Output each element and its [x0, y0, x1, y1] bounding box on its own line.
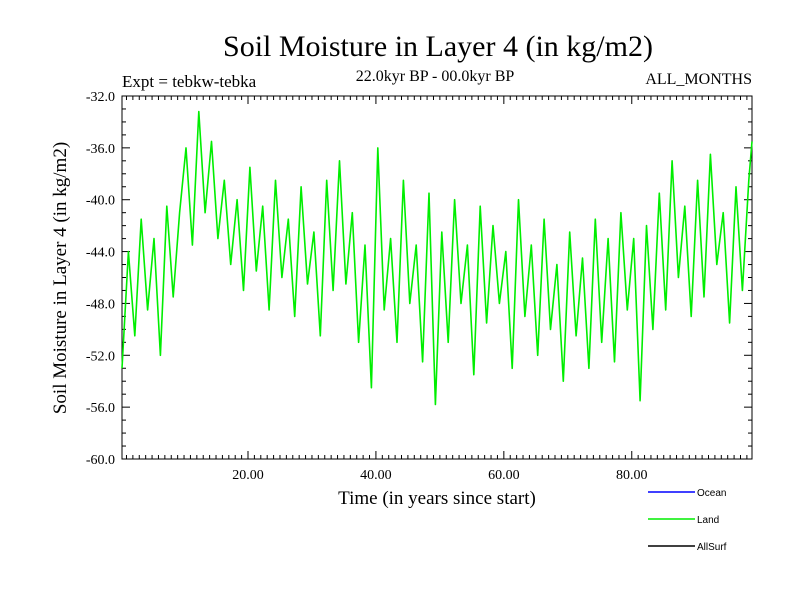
y-tick-label: -32.0 — [86, 90, 115, 105]
y-tick-label: -48.0 — [86, 297, 115, 312]
y-tick-label: -56.0 — [86, 401, 115, 416]
y-tick-label: -52.0 — [86, 349, 115, 364]
y-tick-label: -60.0 — [86, 453, 115, 468]
y-tick-label: -44.0 — [86, 246, 115, 261]
y-axis-label: Soil Moisture in Layer 4 (in kg/m2) — [50, 142, 71, 414]
chart-title: Soil Moisture in Layer 4 (in kg/m2) — [223, 30, 653, 63]
x-tick-label: 80.00 — [616, 468, 648, 483]
x-axis-label: Time (in years since start) — [338, 488, 536, 509]
legend-ocean-label: Ocean — [697, 488, 726, 499]
months-label: ALL_MONTHS — [645, 71, 752, 88]
legend-allsurf-label: AllSurf — [697, 542, 727, 553]
x-tick-label: 40.00 — [360, 468, 392, 483]
period-label: 22.0kyr BP - 00.0kyr BP — [356, 68, 515, 85]
x-tick-label: 20.00 — [232, 468, 264, 483]
x-axis: 20.00 40.00 60.00 80.00 — [125, 96, 748, 483]
y-tick-label: -36.0 — [86, 142, 115, 157]
y-tick-label: -40.0 — [86, 194, 115, 209]
experiment-label: Expt = tebkw-tebka — [122, 72, 257, 91]
y-axis: -32.0 -36.0 -40.0 -44.0 -48.0 -52.0 -56.0 -60.0 — [86, 90, 752, 468]
series-line-land — [121, 110, 753, 406]
legend-land-label: Land — [697, 515, 719, 526]
legend: Ocean Land AllSurf — [648, 488, 727, 553]
plot-frame — [121, 95, 753, 460]
series-layer — [121, 110, 753, 406]
x-tick-label: 60.00 — [488, 468, 520, 483]
